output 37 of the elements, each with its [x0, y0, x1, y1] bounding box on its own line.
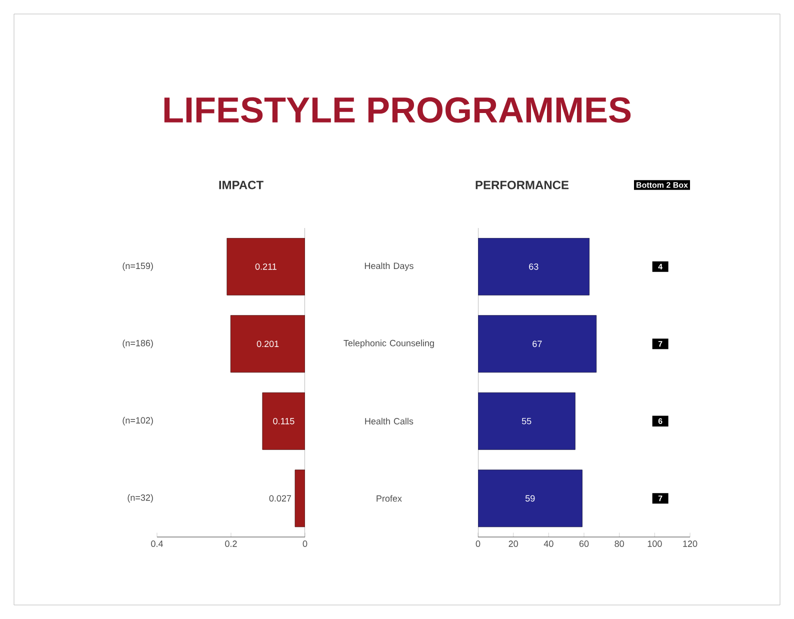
bar [262, 392, 305, 450]
y-tick-label: Telephonic Counseling [344, 340, 434, 348]
chart-subtitle: IMPACT [219, 180, 264, 190]
x-tick-label: 0 [302, 540, 308, 547]
chart-title: PERFORMANCE [476, 180, 569, 190]
data-label: 55 [522, 418, 532, 424]
x-tick-label: 20 [508, 540, 518, 547]
data-label: 0.211 [255, 263, 276, 270]
annotation: 4 [658, 264, 663, 270]
y-tick-label: Health Calls [365, 418, 414, 424]
x-tick-label: 0.4 [151, 540, 163, 547]
annotation: 7 [658, 341, 662, 347]
y-tick-label: Health Days [364, 262, 414, 271]
bar [230, 315, 305, 373]
data-label: 59 [525, 495, 535, 502]
text: Bottom 2 Box [636, 182, 688, 188]
data-label: 0.115 [273, 418, 294, 424]
data-label: 67 [532, 340, 542, 348]
x-tick-label: 60 [579, 540, 589, 547]
y-tick-label: (n=159) [122, 262, 153, 271]
bar [226, 238, 305, 296]
text: LIFESTYLE PROGRAMMES [164, 97, 631, 123]
x-tick-label: 0 [476, 540, 480, 547]
y-tick-label: (n=32) [128, 494, 153, 503]
x-tick-label: 80 [614, 540, 624, 547]
x-tick-label: 120 [683, 540, 698, 547]
annotation: 6 [658, 418, 662, 424]
data-label: 63 [529, 263, 538, 270]
x-tick-label: 100 [648, 540, 662, 547]
x-tick-label: 0.2 [225, 540, 237, 547]
y-tick-label: (n=186) [122, 340, 153, 348]
y-tick-label: Profex [376, 495, 402, 502]
annotation: 7 [658, 496, 662, 502]
data-label: 0.201 [256, 340, 279, 348]
y-tick-label: (n=102) [122, 416, 153, 426]
x-tick-label: 40 [544, 540, 554, 547]
data-label: 0.027 [269, 495, 292, 502]
